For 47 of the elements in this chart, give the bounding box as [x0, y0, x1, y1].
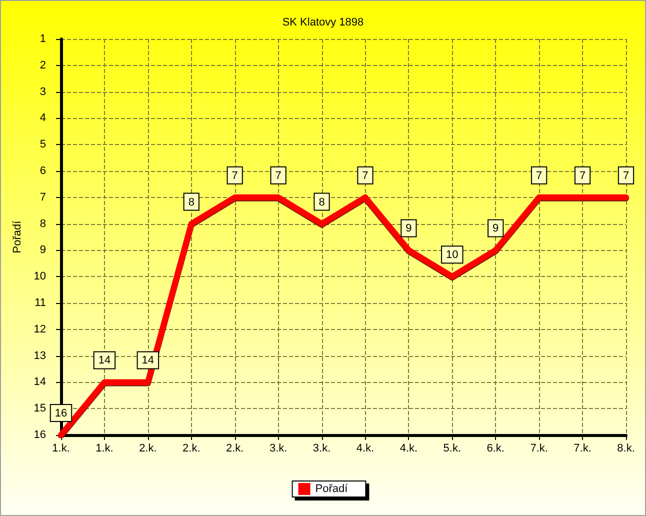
- y-tick-label: 1: [40, 33, 46, 45]
- x-tick-label: 8.k.: [617, 442, 635, 454]
- x-tick-label: 7.k.: [530, 442, 548, 454]
- data-label: 9: [406, 222, 412, 235]
- x-tick-label: 1.k.: [52, 442, 70, 454]
- x-tick-label: 2.k.: [139, 442, 157, 454]
- y-tick-label: 7: [40, 191, 46, 204]
- data-label: 16: [54, 408, 68, 420]
- data-label: 14: [98, 354, 111, 367]
- x-tick-label: 1.k.: [96, 442, 114, 454]
- data-label: 7: [622, 170, 630, 182]
- y-tick-label: 14: [34, 376, 46, 388]
- y-tick-label: 8: [40, 218, 46, 230]
- y-tick-label: 10: [34, 270, 46, 283]
- x-tick-label: 5.k.: [443, 442, 462, 454]
- y-tick-label: 5: [40, 138, 46, 151]
- data-label: 14: [142, 354, 154, 367]
- y-tick-label: 2: [40, 59, 46, 72]
- data-label: 8: [188, 196, 194, 208]
- y-tick-label: 6: [40, 165, 46, 177]
- y-tick-label: 16: [34, 429, 46, 441]
- y-tick-label: 9: [40, 244, 46, 256]
- data-label: 7: [275, 170, 282, 182]
- x-tick-label: 7.k.: [574, 442, 592, 454]
- y-tick-label: 11: [34, 297, 46, 309]
- y-axis-title: Pořadí: [11, 220, 24, 254]
- y-tick-label: 3: [40, 86, 46, 98]
- data-label: 9: [492, 222, 499, 235]
- y-tick-label: 15: [34, 402, 46, 415]
- data-label: 7: [232, 170, 238, 182]
- x-tick-label: 4.k.: [356, 442, 374, 454]
- data-label: 8: [318, 196, 325, 208]
- x-tick-label: 3.k.: [269, 442, 288, 454]
- legend-label: Pořadí: [315, 483, 349, 495]
- data-label: 10: [446, 249, 458, 262]
- data-label: 7: [536, 170, 542, 182]
- x-tick-label: 2.k.: [226, 442, 244, 454]
- x-tick-label: 6.k.: [486, 442, 504, 454]
- x-tick-label: 3.k.: [312, 442, 331, 454]
- data-label: 7: [362, 170, 368, 182]
- data-label: 7: [579, 170, 586, 182]
- y-tick-label: 4: [40, 112, 46, 124]
- chart-title: SK Klatovy 1898: [282, 16, 364, 28]
- y-tick-label: 13: [34, 350, 46, 362]
- x-tick-label: 4.k.: [400, 442, 418, 454]
- y-tick-label: 12: [34, 323, 46, 336]
- x-tick-label: 2.k.: [182, 442, 200, 454]
